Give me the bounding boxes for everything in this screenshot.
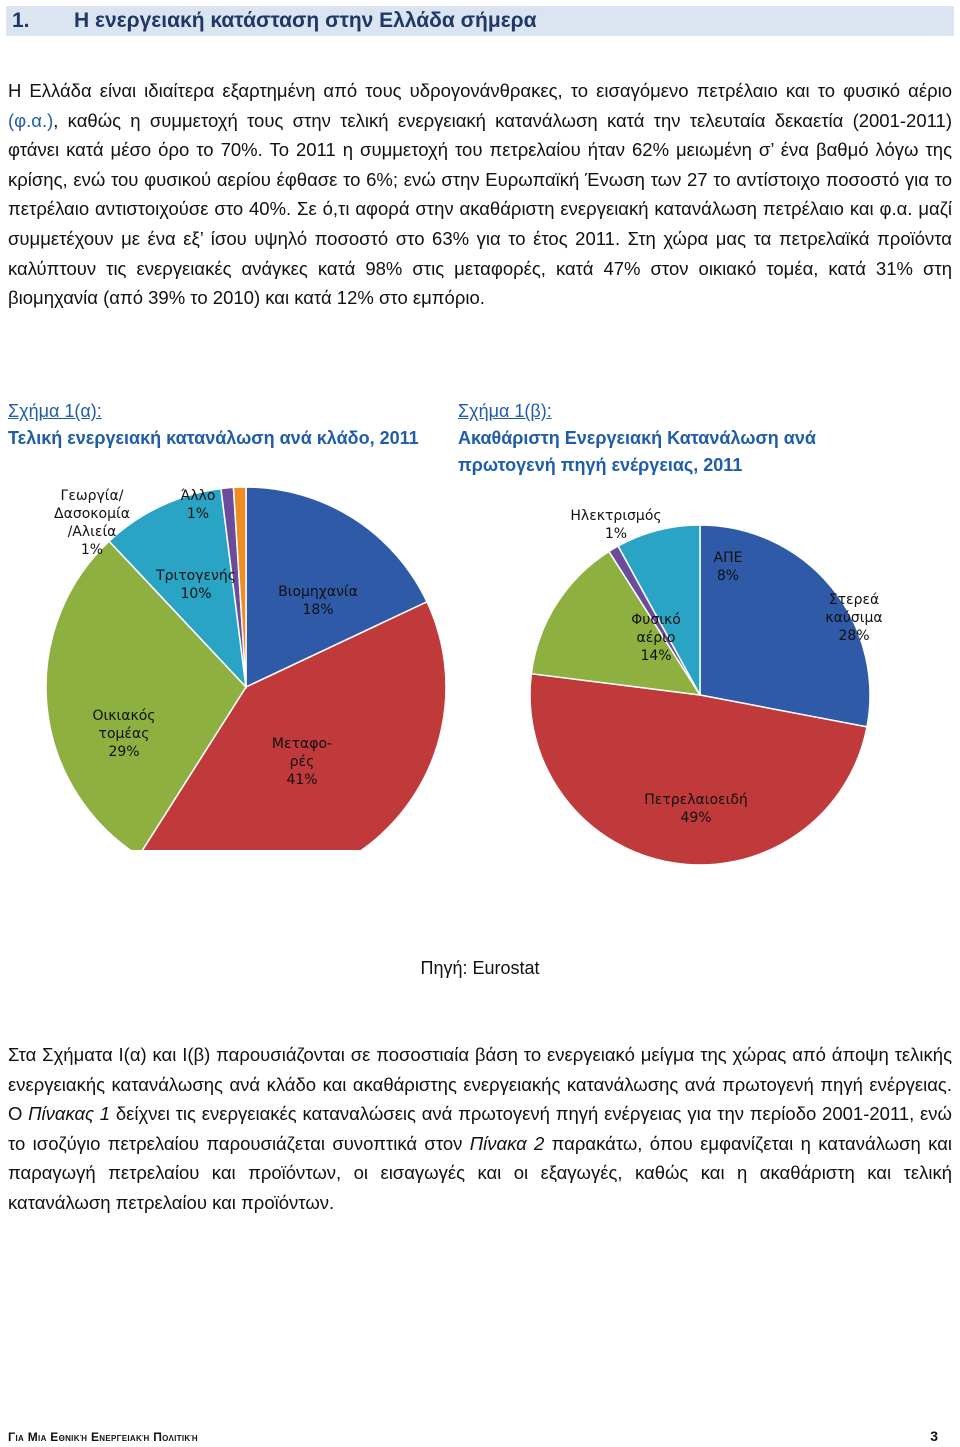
intro-link-fa: (φ.α.) [8, 109, 54, 131]
section-heading: 1. Η ενεργειακή κατάσταση στην Ελλάδα σή… [6, 6, 954, 36]
summary-text-c: δείχνει τις ενεργειακές καταναλώσεις ανά… [8, 1103, 952, 1154]
section-title: Η ενεργειακή κατάσταση στην Ελλάδα σήμερ… [74, 9, 537, 32]
sector-label-other: Άλλο 1% [181, 488, 216, 522]
sector-slice-3 [108, 487, 248, 690]
summary-text-e: παρακάτω, όπου εμφανίζεται η κατανάλωση … [8, 1132, 952, 1213]
pie-chart-primary-source: Στερεά καύσιμα 28% Πετρελαιοειδή 49% Φυσικό αέ… [529, 508, 883, 866]
source-label-solid: Στερεά καύσιμα 28% [825, 592, 882, 644]
table1-ref: Πίνακας 1 [28, 1103, 111, 1125]
sector-label-industry: Βιομηχανία 18% [278, 584, 358, 618]
summary-text-a: Στα Σχήματα Ι(α) και Ι(β) παρουσιάζονται… [8, 1044, 952, 1125]
source-label-oil: Πετρελαιοειδή 49% [644, 792, 748, 826]
sector-slice-1 [141, 600, 447, 850]
source-slice-1 [529, 672, 868, 866]
section-number: 1. [12, 9, 30, 32]
page-number: 3 [930, 1428, 938, 1444]
table2-ref: Πίνακα 2 [469, 1132, 545, 1154]
figure-a-caption: Σχήμα 1(α): Τελική ενεργειακή κατανάλωση… [8, 398, 428, 452]
sector-label-household: Οικιακός τομέας 29% [92, 708, 155, 760]
figure-b-label: Σχήμα 1(β): [458, 401, 552, 421]
source-label-electricity: Ηλεκτρισμός 1% [570, 508, 661, 542]
sector-label-agriculture: Γεωργία/Δασοκομία/Αλιεία 1% [54, 488, 130, 558]
sector-slice-2 [45, 540, 247, 850]
figure-a-label: Σχήμα 1(α): [8, 401, 102, 421]
figure-b-title: Ακαθάριστη Ενεργειακή Κατανάλωση ανά πρω… [458, 428, 816, 475]
source-label-gas: Φυσικό αέριο 14% [631, 612, 681, 664]
intro-paragraph: Η Ελλάδα είναι ιδιαίτερα εξαρτημένη από … [8, 76, 952, 313]
footer-title: Για Μια Εθνική Ενεργειακή Πολιτική [8, 1430, 198, 1444]
source-label-res: ΑΠΕ 8% [714, 550, 743, 584]
source-note: Πηγή: Eurostat [420, 958, 540, 978]
intro-text-b: , καθώς η συμμετοχή τους στην τελική ενε… [8, 109, 952, 309]
figure-a-title: Τελική ενεργειακή κατανάλωση ανά κλάδο, … [8, 428, 419, 448]
source-slice-0 [699, 524, 871, 728]
intro-text-a: Η Ελλάδα είναι ιδιαίτερα εξαρτημένη από … [8, 80, 952, 101]
figure-b-caption: Σχήμα 1(β): Ακαθάριστη Ενεργειακή Κατανά… [458, 398, 898, 479]
source-slice-2 [530, 550, 702, 696]
summary-paragraph: Στα Σχήματα Ι(α) και Ι(β) παρουσιάζονται… [8, 1040, 952, 1218]
sector-slice-5 [232, 486, 247, 688]
sector-label-tertiary: Τριτογενής 10% [155, 568, 236, 602]
sector-label-transport: Μεταφο-ρές 41% [272, 736, 332, 788]
pie-chart-sector: Βιομηχανία 18% Μεταφο-ρές 41% Οικιακός τομέας… [45, 486, 447, 850]
sector-slice-0 [245, 486, 428, 689]
source-slice-4 [617, 524, 701, 696]
